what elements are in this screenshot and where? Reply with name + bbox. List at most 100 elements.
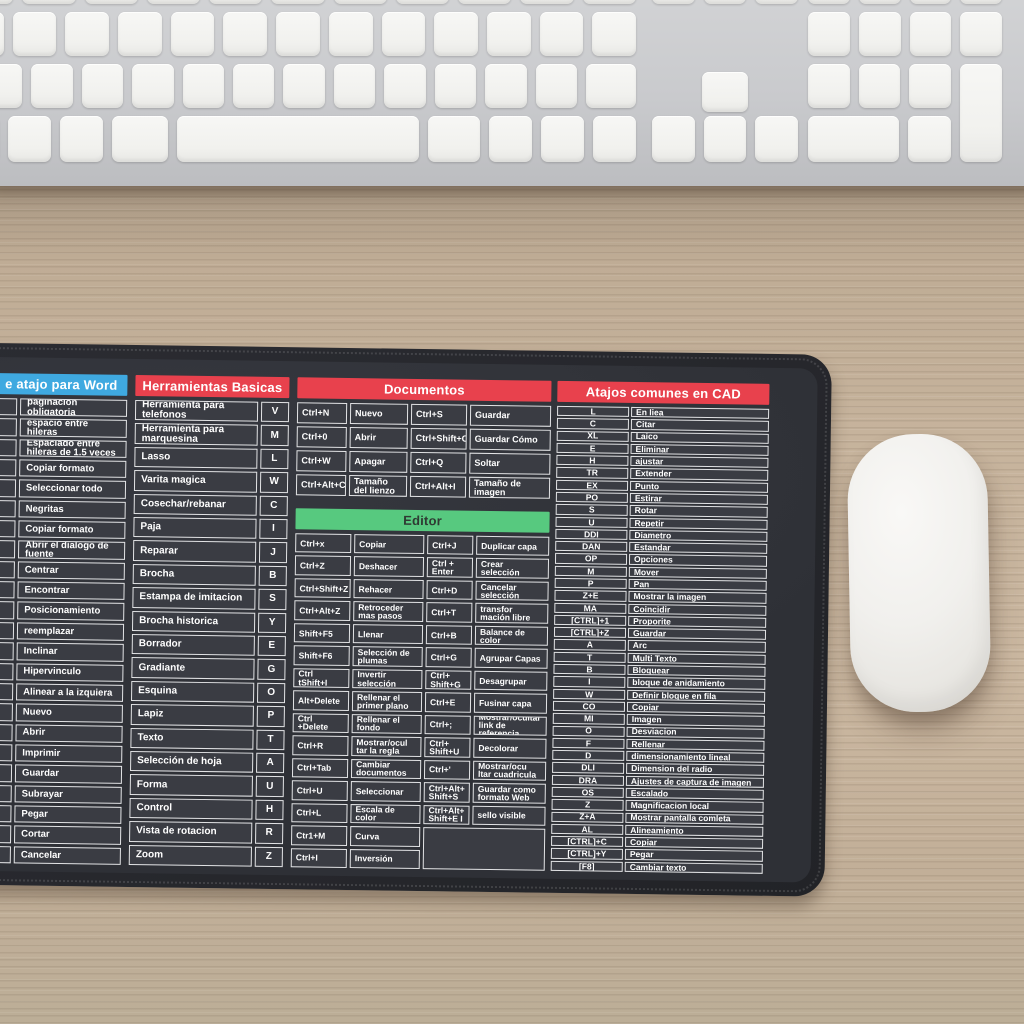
- keyboard-key: [395, 0, 450, 4]
- shortcut-cell: Ctrl+Alt+C: [295, 474, 347, 496]
- shortcut-cell: [0, 519, 16, 538]
- keyboard-key: [909, 64, 952, 108]
- shortcut-cell: Ctrl+x: [295, 533, 352, 554]
- shortcut-cell: Ctrl+0: [296, 426, 347, 448]
- shortcut-cell: Rellenar: [626, 738, 765, 751]
- shortcut-cell: Magnificacion local: [625, 800, 764, 813]
- keyboard-key: [333, 64, 376, 108]
- shortcut-cell: M: [554, 565, 627, 577]
- shortcut-cell: Llenar: [352, 623, 424, 645]
- shortcut-cell: Rellenar el fondo: [351, 713, 422, 735]
- shortcut-cell: [0, 458, 17, 477]
- keyboard-key: [328, 12, 373, 56]
- keyboard-key: [132, 64, 174, 108]
- shortcut-cell: S: [555, 504, 628, 516]
- word-shortcuts-section: e atajo para Word paginación obligatoria…: [0, 356, 128, 873]
- shortcut-cell: Z+A: [551, 811, 624, 823]
- shortcut-cell: Abrir: [15, 723, 123, 743]
- shortcut-cell: Retroceder mas pasos: [353, 601, 424, 622]
- shortcut-cell: Ctrl +Delete: [292, 712, 349, 734]
- shortcut-cell: Ctrl+Alt+I: [409, 475, 467, 498]
- shortcut-cell: Brocha historica: [131, 610, 256, 633]
- shortcut-cell: transfor mación libre: [475, 603, 549, 624]
- shortcut-cell: Ctrl+W: [296, 450, 347, 472]
- keyboard-key: [909, 12, 952, 56]
- keyboard-key: [112, 116, 169, 162]
- shortcut-cell: DLI: [552, 762, 625, 774]
- shortcut-cell: Definir bloque en fila: [627, 689, 766, 702]
- keyboard-key: [808, 12, 850, 56]
- shortcut-cell: Laico: [630, 431, 769, 444]
- shortcut-cell: Lasso: [134, 446, 258, 469]
- shortcut-cell: [0, 722, 13, 742]
- keyboard-key: [434, 12, 478, 56]
- keyboard-key: [177, 116, 419, 162]
- shortcut-cell: Espaciado entre hileras de 1.5 veces: [19, 439, 127, 458]
- shortcut-cell: H: [556, 455, 629, 467]
- shortcut-cell: Estirar: [629, 492, 768, 506]
- basic-tools-table: Herramienta para telefonos V Herramienta p…: [128, 400, 290, 868]
- keyboard-key: [858, 0, 901, 4]
- shortcut-cell: Desviacion: [626, 726, 765, 739]
- shortcut-cell: Varita magica: [133, 470, 258, 493]
- shortcut-cell: [0, 498, 16, 518]
- keyboard-key: [908, 116, 951, 162]
- shortcut-cell: Selección de plumas: [352, 646, 423, 667]
- shortcut-cell: Ctrl+Tab: [291, 757, 349, 779]
- editor-table: Ctrl+x Copiar Ctrl+J Duplicar capa Ctrl+Z Des…: [290, 533, 550, 871]
- shortcut-cell: Curva: [350, 826, 421, 847]
- shortcut-cell: Arc: [627, 640, 766, 653]
- shortcut-cell: Cancelar selección: [475, 580, 549, 602]
- shortcut-cell: I: [259, 518, 288, 540]
- shortcut-cell: [0, 661, 14, 681]
- shortcut-cell: Paja: [133, 516, 257, 540]
- shortcut-cell: Ctrl + Enter: [426, 557, 474, 578]
- shortcut-cell: Abrir el dialogo de fuente: [17, 540, 126, 560]
- shortcut-cell: [CTRL]+C: [551, 835, 624, 848]
- shortcut-cell: Ctrl+Alt+ Shift+E I: [423, 804, 470, 825]
- shortcut-cell: Ajustes de captura de imagen: [625, 775, 765, 788]
- shortcut-cell: [CTRL]+Z: [553, 627, 627, 639]
- shortcut-cell: Posicionamiento: [17, 601, 125, 621]
- shortcut-cell: Mostrar/ocul tar la regla: [351, 736, 422, 757]
- shortcut-cell: Alt+Delete: [292, 690, 350, 711]
- shortcut-cell: R: [255, 822, 284, 844]
- keyboard-key: [858, 64, 901, 108]
- shortcut-cell: Zoom: [128, 844, 252, 867]
- shortcut-cell: Alinear a la izquiera: [16, 683, 124, 703]
- shortcut-cell: Desagrupar: [474, 670, 548, 692]
- shortcut-cell: espacio entre hileras: [19, 418, 127, 438]
- shortcut-cell: H: [255, 799, 284, 821]
- shortcut-cell: Ctrl+G: [425, 647, 472, 668]
- shortcut-cell: Escala de color: [350, 803, 421, 825]
- shortcut-cell: Rellenar el primer plano: [351, 691, 423, 712]
- shortcut-cell: Ctrl+S: [410, 403, 468, 426]
- shortcut-cell: [0, 580, 15, 599]
- keyboard-key: [755, 116, 799, 162]
- shortcut-cell: EX: [555, 479, 629, 491]
- shortcut-cell: Cosechar/rebanar: [133, 493, 257, 516]
- shortcut-cell: P: [256, 705, 285, 727]
- shortcut-cell: Subrayar: [14, 784, 122, 804]
- shortcut-cell: Alineamiento: [625, 824, 764, 837]
- shortcut-cell: [0, 783, 12, 803]
- shortcut-cell: sello visible: [472, 805, 546, 826]
- shortcut-cell: [0, 641, 14, 660]
- shortcut-cell: dimensionamiento lineal: [626, 750, 765, 764]
- keyboard-key: [960, 64, 1002, 162]
- shortcut-cell: [0, 620, 15, 640]
- word-shortcuts-table: paginación obligatoria espacio entre hile…: [0, 397, 128, 865]
- shortcut-cell: Ctrl+L: [291, 802, 348, 824]
- keyboard-key: [592, 12, 636, 56]
- shortcut-cell: Decolorar: [473, 737, 547, 759]
- shortcut-cell: OP: [554, 553, 628, 565]
- shortcut-cell: Abrir: [349, 427, 408, 449]
- shortcut-cell: Multi Texto: [627, 652, 766, 665]
- keyboard-key: [488, 116, 532, 162]
- shortcut-mousepad: e atajo para Word paginación obligatoria…: [0, 342, 832, 897]
- keyboard-key: [84, 0, 138, 4]
- keyboard-key: [170, 12, 215, 56]
- shortcut-cell: T: [553, 651, 626, 663]
- shortcut-cell: U: [555, 516, 628, 528]
- shortcut-cell: Extender: [630, 468, 769, 481]
